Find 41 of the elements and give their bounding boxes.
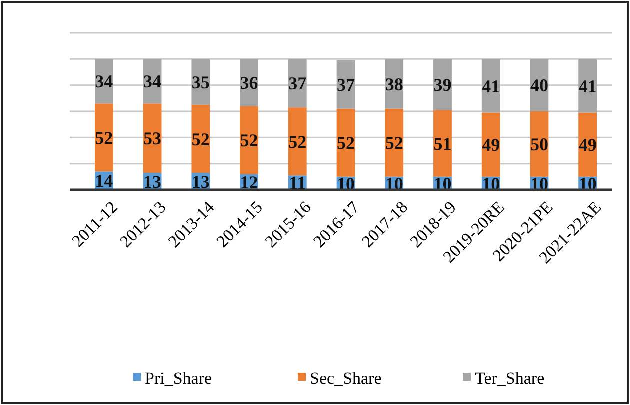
data-label: 34	[144, 72, 162, 92]
data-label: 53	[144, 128, 162, 149]
data-label: 13	[144, 172, 162, 192]
data-label: 49	[482, 135, 500, 156]
bar	[578, 59, 598, 113]
bar	[288, 108, 307, 176]
bar	[385, 108, 404, 177]
data-label: 39	[434, 74, 452, 95]
data-label: 36	[240, 73, 258, 94]
data-label: 52	[240, 130, 258, 151]
bar	[578, 112, 598, 177]
bar	[240, 106, 258, 174]
data-label: 12	[240, 172, 258, 192]
data-label: 38	[385, 74, 404, 94]
bar	[482, 112, 500, 177]
data-label: 35	[192, 72, 210, 92]
data-label: 37	[337, 74, 355, 95]
data-label: 52	[192, 129, 210, 150]
data-label: 34	[95, 72, 114, 92]
bar	[94, 104, 114, 172]
legend-label: Ter_Share	[475, 368, 545, 388]
data-label: 41	[482, 76, 500, 96]
data-label: 51	[434, 134, 452, 154]
data-label: 11	[289, 173, 306, 194]
legend-label: Sec_Share	[310, 368, 382, 388]
data-label: 37	[288, 74, 307, 94]
legend-label: Pri_Share	[145, 368, 212, 388]
data-label: 40	[530, 76, 548, 96]
data-label: 52	[337, 133, 355, 154]
data-label: 14	[95, 171, 114, 192]
data-label: 52	[95, 128, 114, 148]
bar	[434, 110, 452, 177]
data-label: 13	[192, 172, 210, 192]
bar	[288, 59, 307, 108]
bar	[482, 59, 500, 113]
data-label: 52	[385, 133, 404, 154]
bar	[192, 104, 210, 173]
data-label: 49	[578, 135, 597, 156]
data-label: 52	[288, 132, 307, 152]
data-label: 41	[578, 76, 597, 96]
data-label: 50	[530, 134, 548, 155]
